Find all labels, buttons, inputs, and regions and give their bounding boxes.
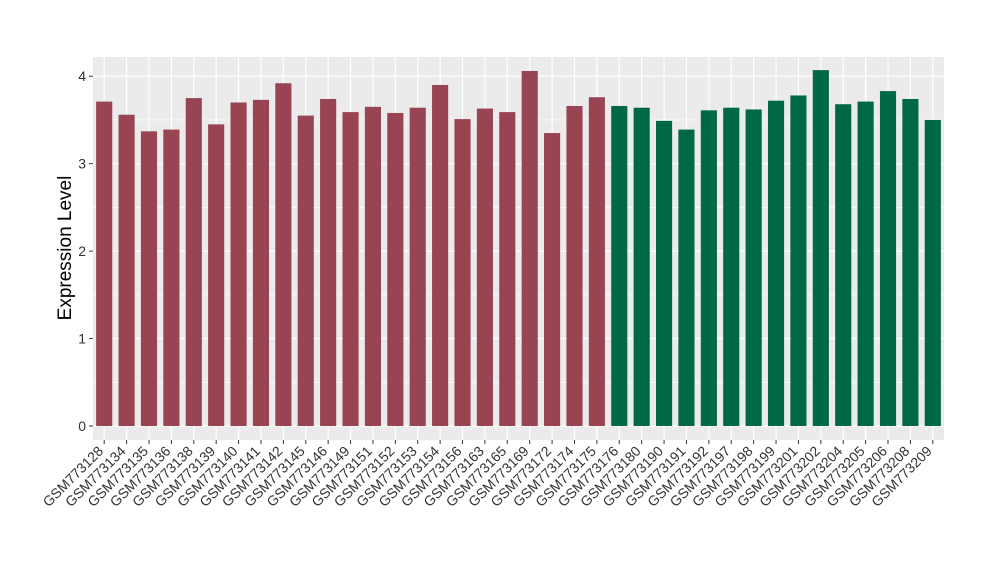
bar-GSM773202 <box>812 70 829 427</box>
bar-GSM773165 <box>499 112 516 427</box>
bar-GSM773172 <box>544 133 561 427</box>
bar-GSM773156 <box>454 119 471 427</box>
bar-GSM773175 <box>588 97 605 427</box>
y-tick-label: 0 <box>78 418 86 434</box>
y-axis: 0 1 2 3 4 <box>78 68 93 434</box>
y-tick-label: 4 <box>78 68 86 84</box>
bar-GSM773128 <box>96 101 113 427</box>
bar-GSM773209 <box>924 119 941 427</box>
bar-GSM773190 <box>656 120 673 427</box>
bar-GSM773152 <box>387 112 404 427</box>
bar-GSM773176 <box>611 105 628 427</box>
bar-GSM773153 <box>409 107 426 427</box>
bar-GSM773191 <box>678 129 695 427</box>
bar-GSM773145 <box>297 115 314 427</box>
bar-GSM773149 <box>342 112 359 427</box>
bar-GSM773136 <box>163 129 180 427</box>
bar-GSM773208 <box>902 98 919 427</box>
bar-GSM773174 <box>566 105 583 427</box>
bar-GSM773201 <box>790 95 807 427</box>
bar-GSM773135 <box>140 131 158 427</box>
bar-GSM773140 <box>230 102 247 427</box>
bar-GSM773205 <box>857 101 874 427</box>
bars <box>96 70 941 427</box>
y-tick-label: 3 <box>78 156 86 172</box>
bar-GSM773198 <box>745 109 762 427</box>
bar-GSM773146 <box>320 98 337 427</box>
bar-GSM773154 <box>432 84 449 427</box>
bar-GSM773180 <box>633 107 650 427</box>
bar-GSM773142 <box>275 83 292 427</box>
y-tick-label: 1 <box>78 331 86 347</box>
bar-GSM773206 <box>879 91 897 427</box>
y-axis-title: Expression Level <box>55 176 76 321</box>
bar-GSM773199 <box>767 100 785 427</box>
bar-GSM773192 <box>700 110 717 427</box>
bar-GSM773151 <box>364 106 381 427</box>
bar-GSM773204 <box>835 104 852 427</box>
y-tick-label: 2 <box>78 243 86 259</box>
bar-GSM773138 <box>185 98 202 427</box>
bar-GSM773169 <box>521 70 538 427</box>
bar-GSM773197 <box>723 107 740 427</box>
bar-GSM773163 <box>476 108 493 427</box>
bar-GSM773139 <box>208 124 225 427</box>
bar-GSM773141 <box>252 99 270 427</box>
x-axis: GSM773128GSM773134GSM773135GSM773136GSM7… <box>39 440 935 510</box>
bar-GSM773134 <box>118 114 135 427</box>
